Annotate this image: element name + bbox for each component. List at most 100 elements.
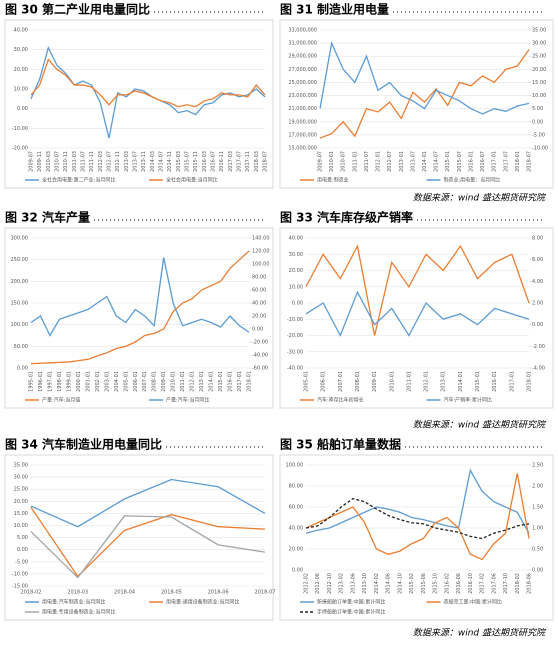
x-tick-label: 2014-01 <box>458 371 464 392</box>
series-line <box>305 473 530 561</box>
x-tick-label: 2016-10 <box>468 573 474 594</box>
x-tick-label: 2012-03 <box>98 151 104 172</box>
y-tick-label: 25,000,000 <box>288 80 317 86</box>
x-tick-label: 2015-03 <box>176 151 182 172</box>
y-tick-label: 40.00 <box>289 236 303 242</box>
x-tick-label: 2012-11 <box>115 151 121 172</box>
y-tick-label: 150.00 <box>11 301 29 307</box>
legend-label: 产量:汽车:当月同比 <box>166 397 209 404</box>
x-tick-label: 2018-02 <box>515 573 521 594</box>
x-tick-label: 2008-01 <box>355 371 361 392</box>
y-tick-label: 20.00 <box>289 268 303 274</box>
x-tick-label: 2012-02 <box>304 573 310 594</box>
x-tick-label: 2011-07 <box>81 151 87 172</box>
x-tick-label: 2013-07 <box>133 151 139 172</box>
x-tick-label: 2007-01 <box>338 371 344 392</box>
x-tick-label: 2016-03 <box>202 151 208 172</box>
chart-frame <box>4 227 274 409</box>
x-tick-label: 2013-01 <box>199 371 205 392</box>
x-tick-label: 2017-06 <box>491 573 497 594</box>
y-tick-label: 30.00 <box>14 47 28 53</box>
x-tick-label: 2009-01 <box>161 371 167 392</box>
x-tick-label: 2005-01 <box>304 371 310 392</box>
x-tick-label: 2011-03 <box>72 151 78 172</box>
x-tick-label: 2011-01 <box>180 371 186 392</box>
chart-frame <box>4 454 274 621</box>
x-tick-label: 2015-06 <box>421 573 427 594</box>
source-note: 数据来源：wind 盛达期货研究院 <box>413 628 547 639</box>
x-tick-label: 2018-05 <box>161 590 182 596</box>
x-tick-label: 2011-01 <box>352 151 358 172</box>
x-tick-label: 2012-07 <box>107 151 113 172</box>
y2-tick-label: 0.00 <box>252 327 263 333</box>
x-tick-label: 2014-02 <box>374 573 380 594</box>
x-tick-label: 2012-01 <box>376 151 382 172</box>
x-tick-label: 2018-06 <box>527 573 533 594</box>
chart-title: 图 32 汽车产量 <box>5 210 90 225</box>
x-tick-label: 2013-10 <box>362 573 368 594</box>
series-line <box>30 45 266 139</box>
x-tick-label: 2016-01 <box>492 371 498 392</box>
x-tick-label: 2015-01 <box>218 371 224 392</box>
x-tick-label: 2015-01 <box>475 371 481 392</box>
chart-title: 图 35 船舶订单量数据 <box>280 437 401 452</box>
y2-tick-label: 120.00 <box>252 249 270 255</box>
x-tick-label: 2005-01 <box>123 371 129 392</box>
y2-tick-label: 6.00 <box>532 257 543 263</box>
x-tick-label: 2014-10 <box>397 573 403 594</box>
y-tick-label: 20.00 <box>14 499 28 505</box>
x-tick-label: 2010-11 <box>63 151 69 172</box>
y-tick-label: -30.00 <box>287 349 303 355</box>
series-line <box>305 244 530 336</box>
x-tick-label: 1999-01 <box>66 371 72 392</box>
legend-label: 手持船舶订单量:中国:累计同比 <box>317 609 385 616</box>
source-note: 数据来源：wind 盛达期货研究院 <box>413 193 547 204</box>
x-tick-label: 2009-11 <box>37 151 43 172</box>
x-tick-label: 2018-03 <box>67 590 88 596</box>
x-tick-label: 2010-07 <box>341 151 347 172</box>
x-tick-label: 2014-03 <box>150 151 156 172</box>
x-tick-label: 1998-01 <box>57 371 63 392</box>
x-tick-label: 2016-07 <box>480 151 486 172</box>
x-tick-label: 2012-10 <box>327 573 333 594</box>
series-line <box>30 515 266 579</box>
x-tick-label: 2017-01 <box>237 371 243 392</box>
chart-title: 图 34 汽车制造业用电量同比 <box>5 437 162 452</box>
y2-tick-label: 40.00 <box>252 301 266 307</box>
series-line <box>30 506 266 578</box>
legend-label: 制造业:用电量：当月同比 <box>444 177 501 184</box>
x-tick-label: 2012-06 <box>315 573 321 594</box>
x-tick-label: 2006-01 <box>133 371 139 392</box>
x-tick-label: 2018-03 <box>254 151 260 172</box>
y2-tick-label: 30.00 <box>532 41 546 47</box>
x-tick-label: 2011-07 <box>364 151 370 172</box>
y-tick-label: 27,000,000 <box>288 67 317 73</box>
x-tick-label: 2014-01 <box>422 151 428 172</box>
x-tick-label: 2010-03 <box>46 151 52 172</box>
y-tick-label: 19,000,000 <box>288 119 317 125</box>
x-tick-label: 2009-01 <box>372 371 378 392</box>
x-tick-label: 2013-11 <box>141 151 147 172</box>
x-tick-label: 2016-06 <box>456 573 462 594</box>
x-tick-label: 2017-01 <box>492 151 498 172</box>
x-tick-label: 2017-10 <box>503 573 509 594</box>
x-tick-label: 2018-06 <box>208 590 229 596</box>
y2-tick-label: 8.00 <box>532 236 543 242</box>
chart-frame <box>279 454 554 621</box>
series-line <box>30 478 266 528</box>
x-tick-label: 2013-03 <box>124 151 130 172</box>
x-tick-label: 2018-02 <box>21 590 42 596</box>
y-tick-label: 60.00 <box>289 505 303 511</box>
x-tick-label: 2011-01 <box>406 371 412 392</box>
y-tick-label: 15.00 <box>14 511 28 517</box>
x-tick-label: 2015-11 <box>193 151 199 172</box>
x-tick-label: 2014-11 <box>167 151 173 172</box>
series-line <box>319 49 530 139</box>
y2-tick-label: -5.00 <box>532 132 545 138</box>
y-tick-label: -10.00 <box>12 126 28 132</box>
x-tick-label: 2015-02 <box>409 573 415 594</box>
legend-label: 用电量:汽车制造业:当月同比 <box>42 599 105 606</box>
chart-frame <box>279 227 554 409</box>
y-tick-label: 30.00 <box>14 475 28 481</box>
y-tick-label: 0.00 <box>292 301 303 307</box>
